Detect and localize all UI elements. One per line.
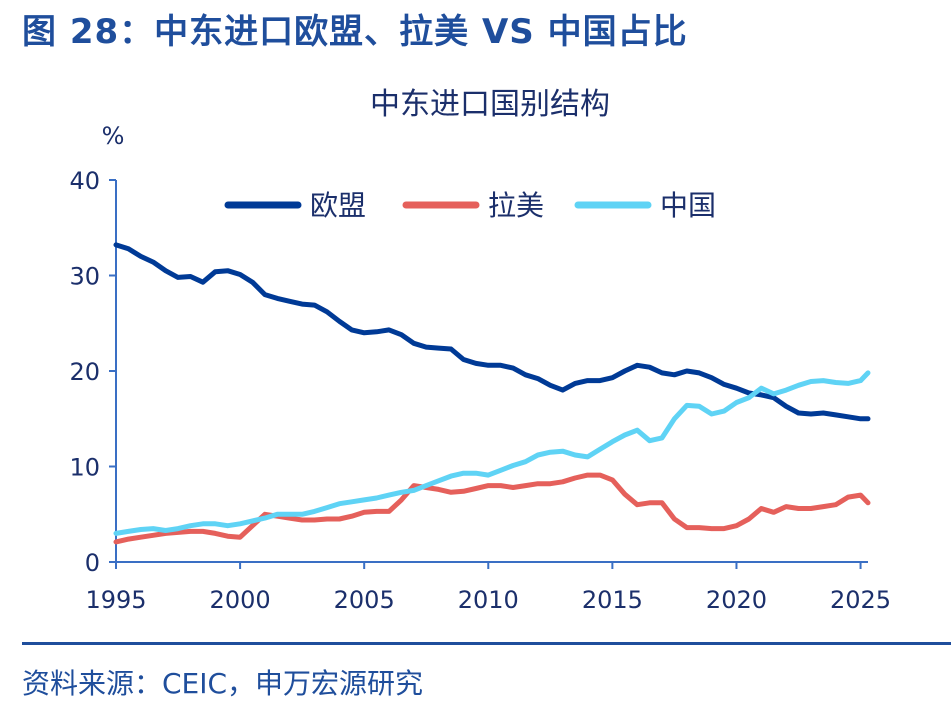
figure-title: 图 28：中东进口欧盟、拉美 VS 中国占比 xyxy=(22,12,688,52)
y-tick-label: 10 xyxy=(69,454,100,482)
series-layer xyxy=(113,242,871,545)
series-line-2 xyxy=(113,370,871,536)
y-axis-unit-label: % xyxy=(102,122,125,150)
x-tick-label: 2020 xyxy=(706,586,767,614)
x-tick-label: 2000 xyxy=(210,586,271,614)
line-chart: 中东进口国别结构 % 0 10 20 30 40 1995 2000 2005 2010 2015… xyxy=(69,87,891,614)
legend-label-1: 拉美 xyxy=(488,189,544,222)
divider-rule xyxy=(22,642,951,645)
x-tick-label: 2015 xyxy=(582,586,643,614)
y-tick-label: 20 xyxy=(69,358,100,386)
y-tick-label: 0 xyxy=(85,549,100,577)
x-tick-label: 2025 xyxy=(830,586,891,614)
axes: 0 10 20 30 40 1995 2000 2005 2010 2015 2020 2025 xyxy=(69,167,891,614)
series-line-0 xyxy=(113,242,871,422)
source-note: 资料来源：CEIC，申万宏源研究 xyxy=(22,667,424,700)
y-tick-label: 30 xyxy=(69,263,100,291)
chart-title: 中东进口国别结构 xyxy=(370,87,610,122)
legend-label-0: 欧盟 xyxy=(310,189,366,222)
legend-label-2: 中国 xyxy=(660,189,716,222)
x-tick-label: 2010 xyxy=(458,586,519,614)
x-tick-label: 1995 xyxy=(85,586,146,614)
x-tick-label: 2005 xyxy=(334,586,395,614)
legend: 欧盟 拉美 中国 xyxy=(224,189,716,222)
series-line-1 xyxy=(113,472,871,545)
y-tick-label: 40 xyxy=(69,167,100,195)
